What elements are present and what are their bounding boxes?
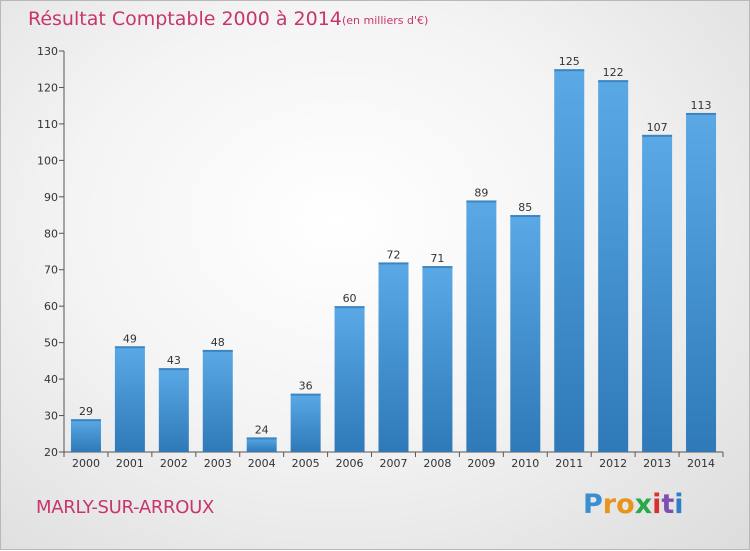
bar-top-edge — [642, 134, 673, 137]
bar-value-label: 36 — [299, 380, 313, 393]
x-tick-label: 2009 — [467, 457, 495, 470]
bar — [422, 266, 453, 452]
y-tick-label: 60 — [44, 300, 58, 313]
x-tick-label: 2002 — [160, 457, 188, 470]
logo-letter: i — [652, 489, 662, 520]
bar-value-label: 29 — [79, 405, 93, 418]
bar — [378, 262, 409, 452]
x-tick-label: 2011 — [555, 457, 583, 470]
bar — [686, 112, 717, 453]
bar — [334, 306, 365, 452]
bar-top-edge — [422, 266, 453, 269]
x-tick-label: 2010 — [511, 457, 539, 470]
x-tick-label: 2001 — [116, 457, 144, 470]
x-tick-label: 2014 — [687, 457, 715, 470]
bar — [554, 69, 585, 453]
y-tick-label: 90 — [44, 191, 58, 204]
bar — [202, 349, 233, 452]
bar — [598, 80, 629, 452]
x-tick-label: 2006 — [336, 457, 364, 470]
bar-value-label: 85 — [518, 201, 532, 214]
logo-letter: P — [583, 489, 603, 520]
bar-value-label: 43 — [167, 354, 181, 367]
logo-letter: t — [661, 489, 675, 520]
bar-top-edge — [290, 393, 321, 396]
bar-value-label: 71 — [430, 252, 444, 265]
bar-value-label: 107 — [647, 121, 668, 134]
bar — [290, 393, 321, 452]
bar-top-edge — [686, 112, 717, 115]
logo-letter: r — [602, 489, 617, 520]
bar-top-edge — [510, 215, 541, 218]
bar-top-edge — [466, 200, 497, 203]
logo-letter: o — [616, 489, 635, 520]
y-tick-label: 20 — [44, 446, 58, 459]
bar — [114, 346, 145, 452]
bar-value-label: 125 — [559, 55, 580, 68]
bar-value-label: 49 — [123, 332, 137, 345]
y-tick-label: 50 — [44, 337, 58, 350]
bar-value-label: 72 — [387, 248, 401, 261]
logo-letter: x — [634, 489, 653, 520]
x-tick-label: 2007 — [380, 457, 408, 470]
y-tick-label: 70 — [44, 264, 58, 277]
bar-value-label: 122 — [603, 66, 624, 79]
bar-top-edge — [598, 80, 629, 83]
bar — [466, 200, 497, 452]
x-tick-label: 2004 — [248, 457, 276, 470]
bar-top-edge — [158, 368, 189, 371]
bar — [246, 437, 277, 452]
bar-value-label: 89 — [474, 186, 488, 199]
bar-top-edge — [378, 262, 409, 265]
bar — [158, 368, 189, 452]
bar — [70, 419, 101, 452]
bar-value-label: 113 — [691, 99, 712, 112]
bar-value-label: 24 — [255, 423, 269, 436]
bar — [642, 134, 673, 452]
y-tick-label: 80 — [44, 227, 58, 240]
x-tick-label: 2005 — [292, 457, 320, 470]
logo-letter: i — [674, 489, 684, 520]
bar-top-edge — [334, 306, 365, 309]
bar-value-label: 60 — [343, 292, 357, 305]
y-tick-label: 130 — [37, 45, 58, 58]
bar-top-edge — [70, 419, 101, 422]
y-tick-label: 30 — [44, 410, 58, 423]
bar-top-edge — [554, 69, 585, 72]
bar-top-edge — [246, 437, 277, 440]
y-tick-label: 110 — [37, 118, 58, 131]
x-tick-label: 2013 — [643, 457, 671, 470]
y-tick-label: 40 — [44, 373, 58, 386]
y-tick-label: 120 — [37, 81, 58, 94]
chart-title: Résultat Comptable 2000 à 2014 — [28, 8, 342, 30]
bar-value-label: 48 — [211, 336, 225, 349]
bar-top-edge — [202, 349, 233, 352]
x-tick-label: 2003 — [204, 457, 232, 470]
y-tick-label: 100 — [37, 154, 58, 167]
x-tick-label: 2012 — [599, 457, 627, 470]
x-tick-label: 2008 — [423, 457, 451, 470]
bar — [510, 215, 541, 452]
proxiti-logo[interactable]: Proxiti — [583, 489, 684, 520]
bar-top-edge — [114, 346, 145, 349]
chart-subtitle: (en milliers d'€) — [342, 14, 429, 27]
x-tick-label: 2000 — [72, 457, 100, 470]
commune-name: MARLY-SUR-ARROUX — [36, 497, 215, 518]
